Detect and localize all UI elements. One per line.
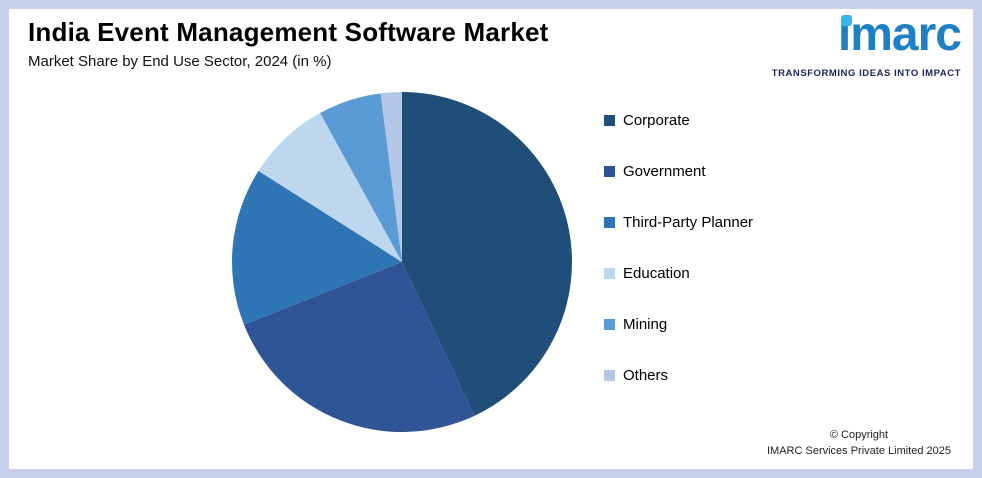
copyright-line1: © Copyright — [829, 429, 889, 442]
legend-label: Corporate — [623, 112, 690, 129]
pie-slice-government — [243, 262, 475, 432]
legend-swatch-icon — [604, 166, 615, 177]
legend-swatch-icon — [604, 370, 615, 381]
pie-slice-third-party-planner — [232, 170, 402, 325]
legend: Corporate Government Third-Party Planner Ed… — [604, 112, 753, 384]
legend-label: Others — [623, 367, 669, 384]
pie-slice-education — [258, 113, 402, 262]
legend-item-mining: Mining — [604, 316, 753, 333]
pie-chart-area — [222, 82, 582, 442]
legend-label: Mining — [623, 316, 668, 333]
imarc-logo-word: ımarc — [837, 8, 962, 61]
pie-slice-others — [380, 92, 402, 262]
legend-item-education: Education — [604, 265, 753, 282]
legend-item-government: Government — [604, 163, 753, 180]
pie-slice-mining — [320, 93, 402, 262]
imarc-logo: ımarc TRANSFORMING IDEAS INTO IMPACT — [751, 8, 962, 80]
copyright-line2: IMARC Services Private Limited 2025 — [766, 444, 951, 457]
copyright-notice: © Copyright IMARC Services Private Limit… — [767, 428, 951, 459]
page-title: India Event Management Software Market — [28, 17, 549, 47]
legend-item-third-party-planner: Third-Party Planner — [604, 214, 753, 231]
imarc-logo-dot-icon — [840, 15, 852, 26]
legend-swatch-icon — [604, 319, 615, 330]
pie-chart — [232, 92, 572, 432]
legend-swatch-icon — [604, 268, 615, 279]
legend-label: Government — [623, 163, 706, 180]
chart-card: India Event Management Software Market M… — [9, 9, 973, 469]
legend-item-corporate: Corporate — [604, 112, 753, 129]
page-subtitle: Market Share by End Use Sector, 2024 (in… — [28, 53, 332, 70]
legend-swatch-icon — [604, 115, 615, 126]
legend-label: Education — [623, 265, 690, 282]
pie-slice-corporate — [402, 92, 572, 416]
legend-swatch-icon — [604, 217, 615, 228]
legend-label: Third-Party Planner — [623, 214, 754, 231]
imarc-logo-tagline: TRANSFORMING IDEAS INTO IMPACT — [771, 68, 961, 79]
imarc-logo-text: ımarc — [837, 8, 962, 61]
legend-item-others: Others — [604, 367, 753, 384]
